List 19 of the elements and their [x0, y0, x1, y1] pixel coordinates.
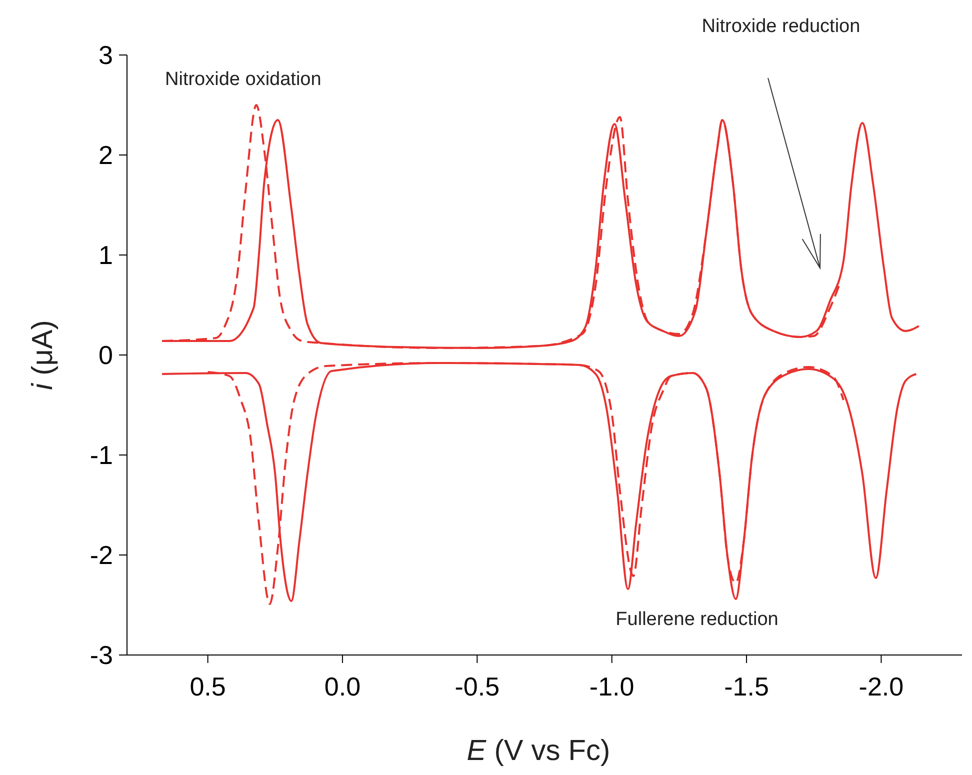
y-tick-label: -3	[90, 640, 113, 670]
x-tick-label: -1.0	[589, 671, 634, 702]
y-tick-label: 0	[98, 340, 113, 370]
y-tick-label: 2	[98, 140, 113, 170]
x-axis-title: E (V vs Fc)	[466, 735, 610, 767]
y-axis-title: i (μA)	[27, 320, 59, 390]
x-tick-label: 0.5	[190, 671, 226, 702]
y-tick-label: -2	[90, 540, 113, 570]
y-tick-label: 3	[98, 40, 113, 70]
x-tick-label: -0.5	[454, 671, 500, 702]
y-tick-label: 1	[98, 240, 113, 270]
x-tick-label: 0.0	[324, 671, 361, 702]
x-tick-label: -2.0	[858, 671, 904, 702]
annotation: Fullerene reduction	[616, 609, 778, 630]
annotation: Nitroxide oxidation	[165, 69, 322, 90]
text: Nitroxide reduction	[702, 16, 860, 37]
line-series	[161, 362, 918, 602]
y-tick-label: -1	[90, 440, 113, 470]
x-tick-label: -1.5	[724, 671, 769, 702]
